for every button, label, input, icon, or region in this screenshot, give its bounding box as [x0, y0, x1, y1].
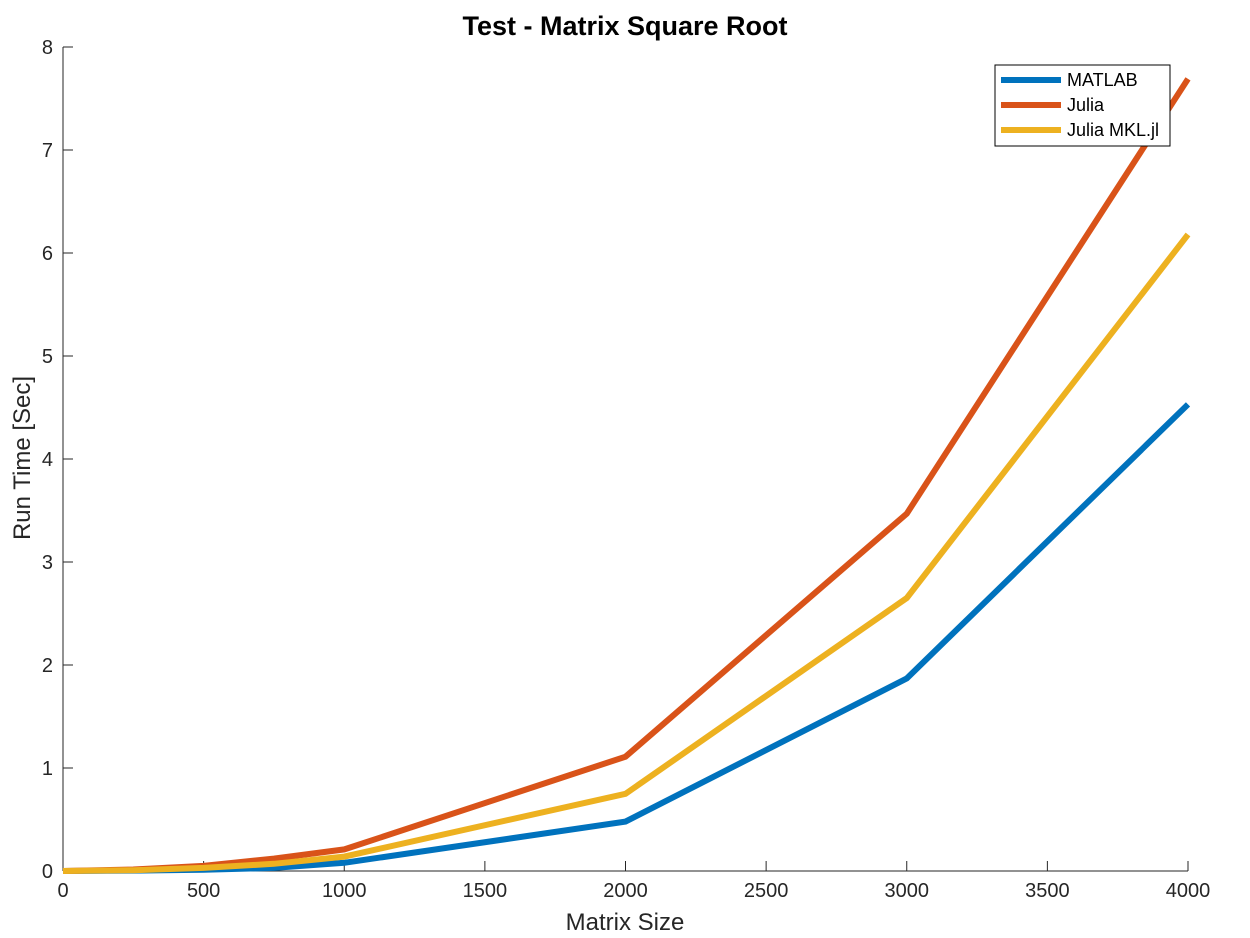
series-line-julia-mkl-jl	[62, 232, 1191, 874]
x-tick-label: 4000	[1166, 880, 1211, 902]
data-series	[62, 77, 1191, 874]
x-tick-label: 2000	[603, 880, 648, 902]
legend-label-julia-mkl-jl: Julia MKL.jl	[1067, 120, 1159, 140]
legend-label-julia: Julia	[1067, 95, 1105, 115]
y-tick-label: 3	[42, 552, 53, 574]
x-tick-label: 3000	[885, 880, 930, 902]
y-tick-label: 4	[42, 449, 53, 471]
x-tick-label: 500	[187, 880, 220, 902]
x-tick-label: 1500	[463, 880, 508, 902]
x-axis-title: Matrix Size	[566, 909, 685, 936]
y-tick-label: 8	[42, 37, 53, 59]
y-axis-ticks: 0 1 2 3 4 5 6 7 8	[42, 37, 73, 883]
x-tick-label: 2500	[744, 880, 789, 902]
y-tick-label: 5	[42, 346, 53, 368]
y-axis-title: Run Time [Sec]	[9, 376, 36, 540]
y-tick-label: 1	[42, 758, 53, 780]
y-tick-label: 0	[42, 861, 53, 883]
legend-label-matlab: MATLAB	[1067, 70, 1138, 90]
chart-title: Test - Matrix Square Root	[462, 11, 787, 41]
y-tick-label: 6	[42, 243, 53, 265]
x-axis-ticks: 0 500 1000 1500 2000 2500 3000 3500 4000	[57, 861, 1210, 902]
x-tick-label: 1000	[322, 880, 367, 902]
x-tick-label: 3500	[1025, 880, 1070, 902]
legend: MATLAB Julia Julia MKL.jl	[994, 64, 1171, 147]
y-tick-label: 2	[42, 655, 53, 677]
y-tick-label: 7	[42, 140, 53, 162]
x-tick-label: 0	[57, 880, 68, 902]
